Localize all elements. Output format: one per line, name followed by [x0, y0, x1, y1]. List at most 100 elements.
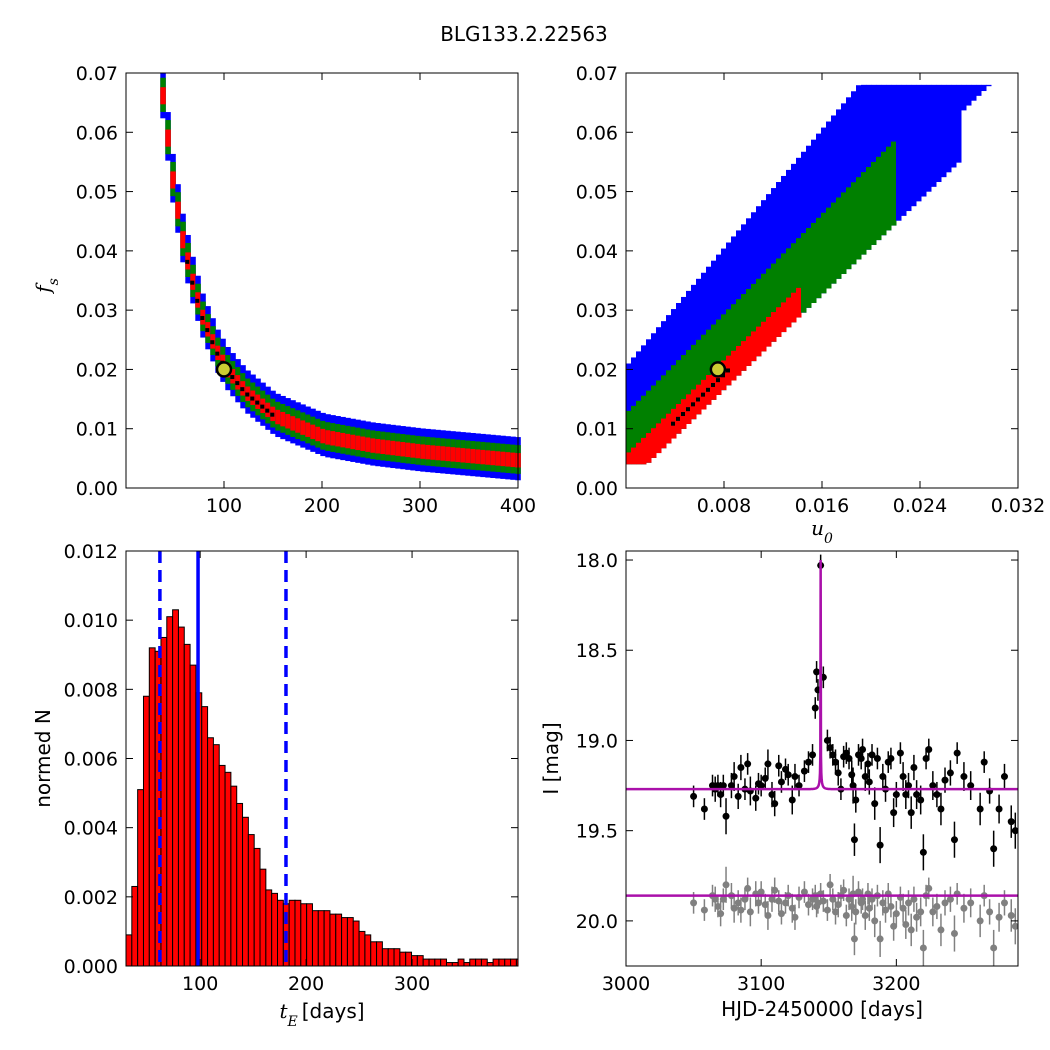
y-tick-label: 0.002: [64, 887, 118, 909]
x-axis-label-text: u0: [811, 516, 833, 547]
cell-outer: [856, 85, 862, 260]
cell-middle: [631, 405, 637, 465]
y-tick-label: 19.0: [576, 730, 618, 752]
data-point: [871, 917, 879, 925]
data-point: [990, 944, 998, 952]
histogram-bar: [160, 636, 168, 967]
cell-inner: [636, 442, 642, 465]
cell-middle: [716, 319, 722, 395]
histogram-bar: [393, 948, 401, 967]
best-fit-marker: [215, 361, 233, 378]
cell-middle: [656, 380, 662, 454]
y-tick-label: 0.010: [64, 610, 118, 632]
data-point: [777, 778, 785, 786]
cell-inner: [390, 440, 396, 456]
data-point: [795, 782, 803, 790]
cell-inner: [500, 451, 506, 467]
cell-inner: [350, 434, 356, 450]
y-tick-label: 0.02: [576, 359, 618, 381]
data-point: [873, 755, 881, 762]
cell-core: [230, 375, 235, 380]
histogram-bar: [166, 616, 174, 967]
histogram-bar: [142, 695, 150, 967]
y-tick-label: 0.04: [76, 241, 118, 263]
data-point: [777, 910, 785, 918]
cell-middle: [681, 355, 687, 429]
histogram-bar: [300, 903, 308, 967]
data-point: [919, 848, 927, 856]
cell-core: [701, 392, 705, 397]
data-point: [849, 782, 857, 790]
data-point: [871, 800, 879, 808]
data-point: [719, 782, 727, 790]
histogram-bar: [265, 889, 273, 967]
histogram-bar: [177, 626, 185, 967]
cell-inner: [751, 331, 757, 362]
cell-middle: [696, 339, 702, 415]
data-point: [852, 796, 860, 804]
y-tick-label: 0.004: [64, 818, 118, 840]
data-point: [711, 895, 719, 903]
x-tick-label: 400: [500, 495, 536, 517]
axes-frame: [625, 550, 1019, 967]
cell-inner: [480, 449, 486, 465]
data-point: [890, 809, 898, 817]
cell-outer: [811, 139, 817, 304]
cell-inner: [756, 326, 762, 357]
y-axis-label: normed N: [31, 709, 55, 808]
data-point: [933, 902, 941, 910]
data-point: [850, 935, 858, 943]
cell-middle: [786, 248, 792, 328]
data-point: [848, 771, 856, 779]
data-point: [913, 791, 921, 799]
cell-middle: [721, 314, 727, 391]
cell-middle: [736, 299, 742, 376]
cell-core: [265, 408, 270, 413]
cell-middle: [791, 243, 797, 323]
cell-core: [270, 412, 275, 417]
cell-outer: [976, 84, 982, 96]
cell-outer: [896, 84, 902, 221]
x-axis-label-main: u: [811, 516, 824, 540]
cell-inner: [385, 440, 391, 455]
cell-inner: [335, 432, 341, 447]
data-point: [768, 895, 776, 903]
data-point: [976, 917, 984, 925]
cell-outer: [816, 133, 822, 299]
histogram-bar: [306, 903, 313, 967]
cell-outer: [981, 84, 987, 92]
data-point: [960, 904, 968, 912]
cell-core: [676, 416, 680, 421]
cell-inner: [485, 450, 491, 465]
histogram-bar: [504, 958, 512, 967]
cell-core: [210, 340, 215, 345]
cell-inner: [300, 420, 306, 435]
histogram-bar: [311, 910, 319, 967]
cell-middle: [781, 253, 787, 333]
data-point: [826, 744, 834, 752]
histogram-bar: [451, 962, 459, 967]
data-point: [754, 899, 762, 907]
x-axis-label: tE [days]: [279, 999, 364, 1030]
cell-middle: [886, 146, 892, 231]
data-point: [840, 886, 848, 894]
cell-core: [185, 259, 190, 264]
y-axis-label-sub: s: [46, 278, 62, 285]
cell-middle: [796, 238, 802, 318]
histogram-bar: [510, 958, 517, 967]
histogram-bar: [387, 948, 395, 967]
histogram-bar: [329, 913, 337, 967]
cell-inner: [405, 442, 411, 458]
data-point: [917, 908, 925, 916]
data-point: [800, 888, 808, 896]
cell-inner: [440, 446, 446, 461]
data-point: [700, 805, 708, 813]
x-tick-label: 0.024: [893, 495, 947, 517]
data-point: [890, 922, 898, 930]
cell-outer: [916, 84, 922, 202]
data-point: [902, 791, 910, 799]
y-tick-label: 19.5: [576, 821, 618, 843]
histogram-bar: [189, 664, 197, 967]
cell-middle: [806, 227, 812, 308]
data-point: [925, 884, 933, 892]
